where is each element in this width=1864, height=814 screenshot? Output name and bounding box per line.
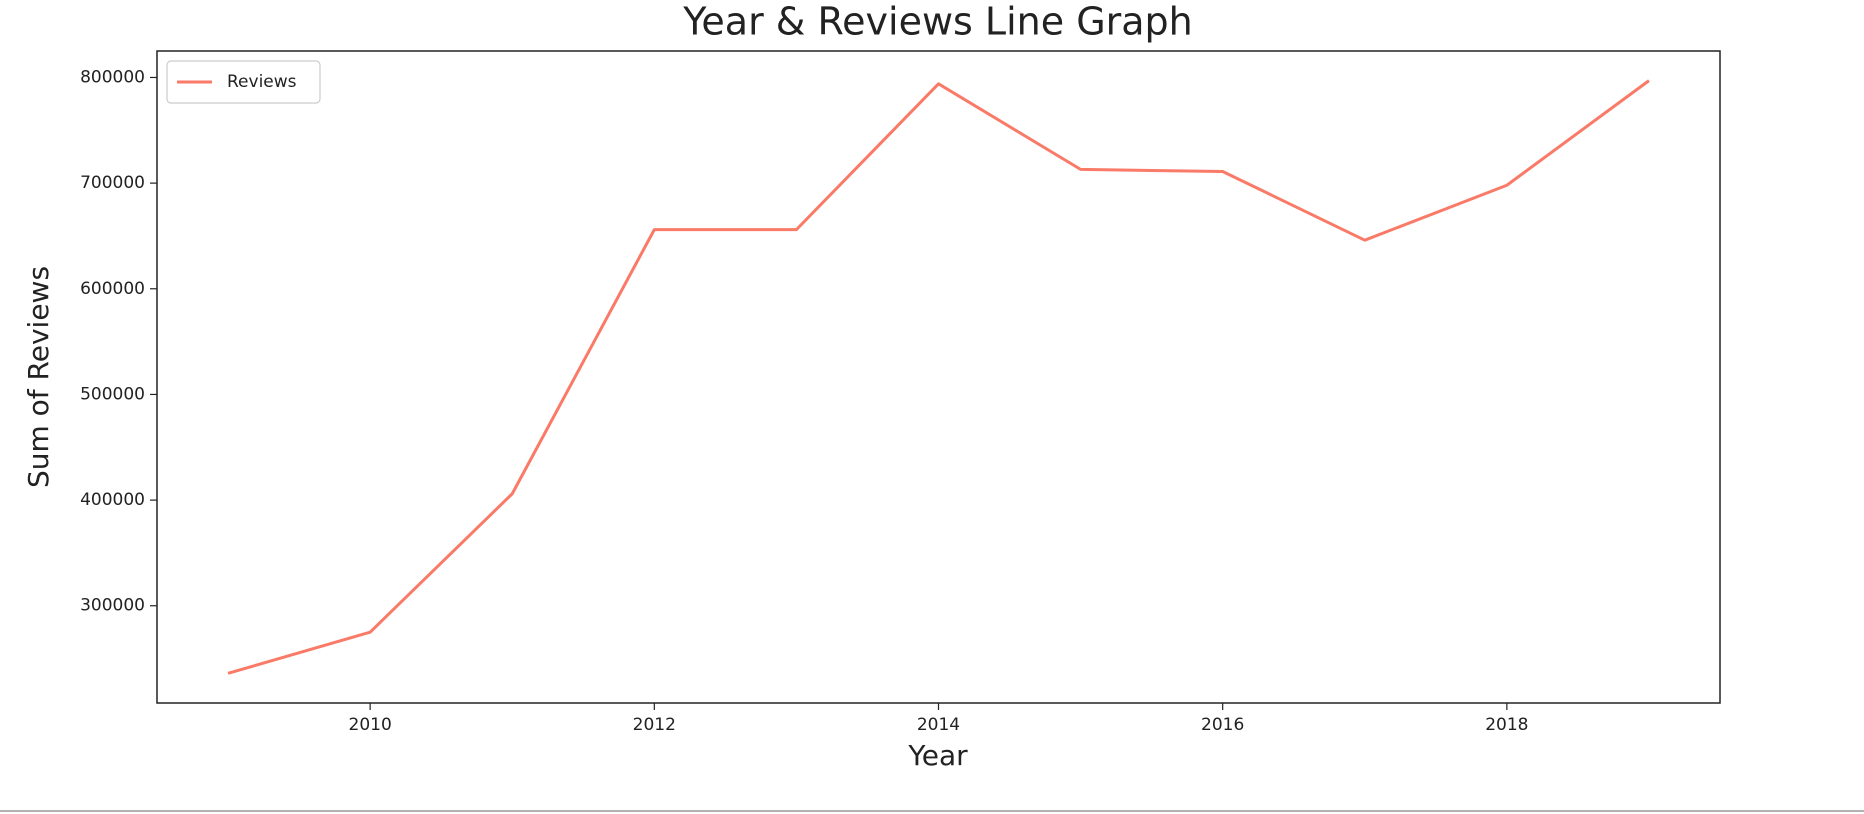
y-tick-label: 300000 <box>80 596 145 616</box>
x-tick-label: 2014 <box>917 715 960 735</box>
y-tick-label: 600000 <box>80 279 145 299</box>
y-axis-label: Sum of Reviews <box>22 266 55 488</box>
y-tick-label: 500000 <box>80 384 145 404</box>
data-line <box>227 79 1650 675</box>
plot-frame <box>156 50 1721 704</box>
x-tick-label: 2016 <box>1201 715 1244 735</box>
legend-label: Reviews <box>227 72 297 92</box>
y-tick-label: 700000 <box>80 173 145 193</box>
y-tick-label: 400000 <box>80 490 145 510</box>
chart-title: Year & Reviews Line Graph <box>682 0 1193 44</box>
legend-box <box>166 60 321 104</box>
y-tick-label: 800000 <box>80 67 145 87</box>
x-tick-label: 2010 <box>349 715 392 735</box>
x-tick-label: 2018 <box>1485 715 1528 735</box>
x-axis-label: Year <box>907 739 968 772</box>
x-tick-label: 2012 <box>633 715 676 735</box>
